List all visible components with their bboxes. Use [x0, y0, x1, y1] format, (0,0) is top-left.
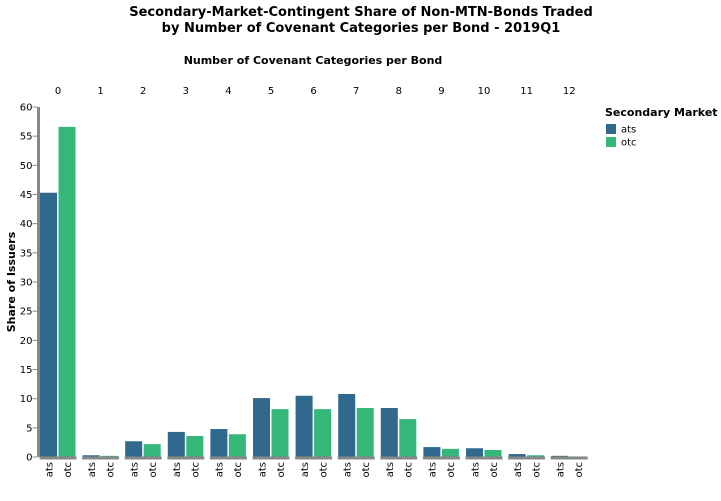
y-tick-label: 45	[20, 190, 33, 201]
bar	[40, 192, 57, 457]
legend-label: ats	[621, 125, 636, 136]
legend-title: Secondary Market	[605, 106, 718, 119]
bar	[441, 448, 459, 457]
y-tick-label: 5	[26, 423, 32, 434]
column-label: 12	[563, 86, 576, 97]
bar	[271, 409, 289, 457]
y-tick-label: 20	[20, 336, 33, 347]
x-tick-label: ats	[257, 462, 268, 477]
x-tick-label: ats	[342, 462, 353, 477]
bar	[399, 419, 417, 457]
column-label: 0	[55, 86, 61, 97]
x-tick-label: otc	[63, 462, 74, 478]
x-tick-label: otc	[191, 462, 202, 478]
bar	[167, 431, 185, 457]
x-tick-label: ats	[44, 462, 55, 477]
bar	[186, 436, 204, 457]
x-tick-label: ats	[129, 462, 140, 477]
x-tick-label: otc	[404, 462, 415, 478]
column-label: 5	[268, 86, 274, 97]
x-tick-label: ats	[385, 462, 396, 477]
legend-swatch	[606, 124, 616, 134]
x-tick-label: otc	[489, 462, 500, 478]
column-label: 6	[310, 86, 316, 97]
x-tick-label: otc	[446, 462, 457, 478]
y-tick-label: 40	[20, 219, 33, 230]
bar	[295, 395, 313, 457]
bar	[551, 455, 569, 457]
column-label: 3	[183, 86, 189, 97]
chart-title: by Number of Covenant Categories per Bon…	[162, 21, 561, 36]
bar	[338, 394, 356, 457]
column-label: 2	[140, 86, 146, 97]
bar	[210, 429, 228, 457]
column-label: 1	[97, 86, 103, 97]
y-axis-title: Share of Issuers	[5, 231, 18, 332]
column-title: Number of Covenant Categories per Bond	[184, 54, 443, 67]
x-tick-label: otc	[105, 462, 116, 478]
column-label: 10	[478, 86, 491, 97]
column-label: 9	[438, 86, 444, 97]
y-tick-label: 25	[20, 307, 33, 318]
x-tick-label: ats	[215, 462, 226, 477]
x-tick-label: otc	[148, 462, 159, 478]
bar	[466, 448, 483, 457]
y-tick-label: 10	[20, 394, 33, 405]
x-tick-label: otc	[574, 462, 585, 478]
x-tick-label: otc	[276, 462, 287, 478]
bar	[356, 408, 374, 457]
bar	[527, 455, 545, 457]
column-label: 8	[396, 86, 402, 97]
column-label: 7	[353, 86, 359, 97]
x-tick-label: ats	[300, 462, 311, 477]
legend-swatch	[606, 137, 616, 147]
chart-title: Secondary-Market-Contingent Share of Non…	[129, 5, 593, 20]
x-tick-label: ats	[172, 462, 183, 477]
bar	[423, 447, 441, 457]
x-tick-label: ats	[470, 462, 481, 477]
bar	[380, 408, 398, 457]
x-tick-label: ats	[87, 462, 98, 477]
x-tick-label: ats	[513, 462, 524, 477]
bar	[125, 441, 143, 457]
x-tick-label: otc	[361, 462, 372, 478]
bar	[58, 126, 76, 457]
bar	[253, 398, 270, 457]
y-tick-label: 0	[26, 453, 32, 464]
y-tick-label: 15	[20, 365, 33, 376]
x-tick-label: otc	[531, 462, 542, 478]
y-tick-label: 50	[20, 161, 33, 172]
y-tick-label: 30	[20, 278, 33, 289]
x-tick-label: ats	[428, 462, 439, 477]
bar	[143, 444, 161, 457]
column-label: 11	[520, 86, 533, 97]
x-tick-label: otc	[318, 462, 329, 478]
bar	[101, 455, 119, 457]
y-tick-label: 60	[20, 103, 33, 114]
x-tick-label: ats	[555, 462, 566, 477]
legend-label: otc	[621, 138, 637, 149]
bar	[484, 450, 502, 457]
bar	[508, 454, 526, 457]
bar	[228, 434, 246, 457]
y-tick-label: 55	[20, 132, 33, 143]
x-tick-label: otc	[233, 462, 244, 478]
y-tick-label: 35	[20, 248, 33, 259]
bar	[82, 455, 100, 457]
bar	[314, 409, 332, 457]
column-label: 4	[225, 86, 231, 97]
